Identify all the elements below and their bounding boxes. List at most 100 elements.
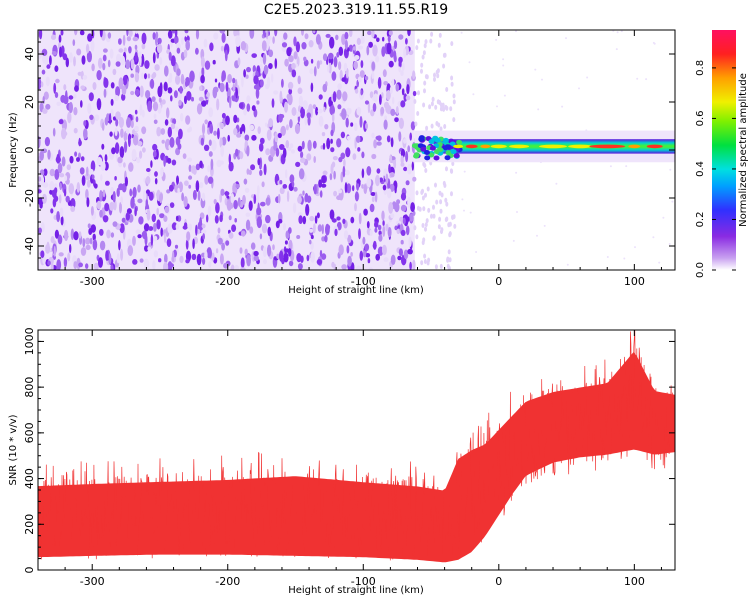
noise-speckle xyxy=(261,181,265,188)
noise-speckle xyxy=(74,151,78,157)
noise-speckle xyxy=(317,108,323,114)
noise-speckle xyxy=(354,88,359,94)
noise-speckle xyxy=(160,167,164,178)
noise-speckle xyxy=(88,92,94,102)
noise-speckle xyxy=(124,140,128,153)
noise-speckle xyxy=(350,252,353,257)
noise-speckle xyxy=(279,180,283,185)
noise-speckle xyxy=(163,155,166,167)
noise-speckle xyxy=(266,129,272,141)
sparse-speckle xyxy=(451,161,455,167)
band-hotspot xyxy=(646,144,663,149)
noise-speckle xyxy=(207,176,214,184)
noise-speckle xyxy=(405,151,409,163)
noise-speckle xyxy=(43,168,48,176)
x-tick-label: 100 xyxy=(624,275,645,288)
noise-speckle xyxy=(57,234,63,245)
noise-speckle xyxy=(102,54,107,62)
noise-speckle xyxy=(38,227,42,234)
noise-speckle xyxy=(227,73,233,84)
sparse-speckle xyxy=(422,50,426,56)
noise-speckle xyxy=(336,52,340,58)
noise-speckle xyxy=(69,52,73,63)
sparse-dot xyxy=(515,30,517,33)
noise-speckle xyxy=(262,246,267,258)
noise-speckle xyxy=(199,217,203,228)
noise-speckle xyxy=(361,184,364,189)
sparse-speckle xyxy=(448,231,452,237)
noise-speckle xyxy=(253,250,259,257)
sparse-dot xyxy=(534,68,537,71)
noise-speckle xyxy=(131,148,137,161)
noise-speckle xyxy=(90,39,95,52)
noise-speckle xyxy=(284,101,288,113)
noise-speckle xyxy=(178,99,182,106)
noise-speckle xyxy=(240,257,245,269)
noise-speckle xyxy=(256,216,262,229)
noise-speckle xyxy=(259,169,263,176)
noise-speckle xyxy=(382,69,387,78)
noise-speckle xyxy=(409,213,414,222)
noise-speckle xyxy=(292,202,297,214)
noise-speckle xyxy=(211,139,217,152)
noise-speckle xyxy=(59,207,64,218)
band-onset-blob xyxy=(429,145,436,151)
noise-speckle xyxy=(50,34,57,40)
noise-speckle xyxy=(395,220,402,225)
noise-speckle xyxy=(364,100,370,105)
noise-speckle xyxy=(42,96,45,104)
noise-speckle xyxy=(151,213,156,223)
noise-speckle xyxy=(328,52,334,60)
noise-speckle xyxy=(206,92,210,98)
noise-speckle xyxy=(319,190,323,198)
noise-speckle xyxy=(156,43,163,54)
noise-speckle xyxy=(68,101,74,114)
noise-speckle xyxy=(283,32,288,40)
noise-speckle xyxy=(213,198,217,205)
noise-speckle xyxy=(225,240,230,246)
y-tick-label: 800 xyxy=(23,377,36,398)
sparse-dot xyxy=(475,251,478,253)
sparse-speckle xyxy=(445,166,448,172)
noise-speckle xyxy=(401,62,405,71)
noise-speckle xyxy=(387,227,392,238)
noise-speckle xyxy=(146,168,151,172)
noise-speckle xyxy=(322,170,328,176)
sparse-speckle xyxy=(439,106,443,112)
noise-speckle xyxy=(371,30,375,38)
noise-speckle xyxy=(142,147,146,153)
sparse-speckle xyxy=(416,111,420,116)
sparse-speckle xyxy=(425,218,429,224)
noise-speckle xyxy=(275,147,280,157)
sparse-speckle xyxy=(430,123,434,129)
noise-speckle xyxy=(200,74,205,84)
noise-speckle xyxy=(38,77,42,90)
noise-speckle xyxy=(212,87,218,99)
noise-speckle xyxy=(42,108,48,114)
sparse-dot xyxy=(578,87,580,90)
noise-speckle xyxy=(50,236,55,244)
noise-speckle xyxy=(118,48,124,53)
noise-speckle xyxy=(400,239,404,245)
noise-speckle xyxy=(357,76,362,83)
noise-speckle xyxy=(199,182,204,189)
noise-speckle xyxy=(400,192,407,201)
noise-speckle xyxy=(69,155,74,164)
noise-speckle xyxy=(358,228,361,240)
noise-speckle xyxy=(279,90,283,103)
noise-speckle xyxy=(316,212,320,219)
noise-speckle xyxy=(41,69,46,75)
noise-speckle xyxy=(171,159,177,166)
noise-speckle xyxy=(141,43,146,50)
noise-speckle xyxy=(96,98,102,111)
noise-speckle xyxy=(163,81,168,92)
noise-speckle xyxy=(220,45,224,52)
noise-speckle xyxy=(219,253,224,265)
noise-speckle xyxy=(188,164,192,172)
noise-speckle xyxy=(395,106,399,115)
x-tick-label: 100 xyxy=(624,575,645,588)
noise-speckle xyxy=(130,73,134,78)
snr-y-axis: 0 200 400 600 800 1000 xyxy=(23,327,675,574)
noise-speckle xyxy=(274,58,278,69)
noise-speckle xyxy=(343,158,346,168)
